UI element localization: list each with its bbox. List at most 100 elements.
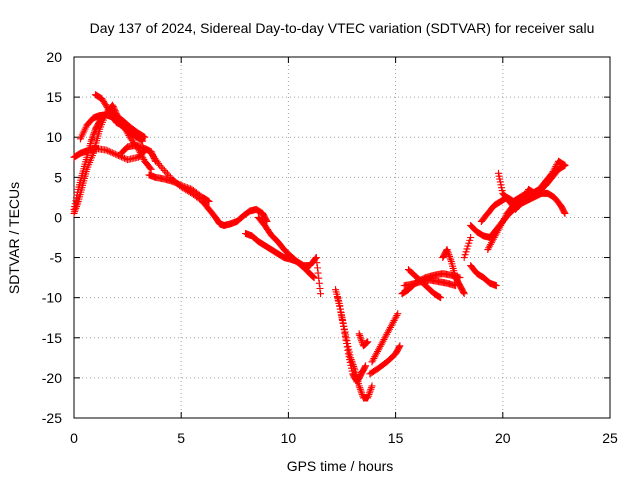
x-tick-label: 10 [281,430,297,446]
data-point [363,338,371,346]
data-point [356,385,364,393]
series-track-v [467,262,500,290]
data-point [364,392,372,400]
series-track-e [91,91,147,145]
x-tick-label: 15 [388,430,404,446]
data-point [356,331,364,339]
data-point [356,333,364,341]
data-point [72,203,80,211]
data-point [560,208,568,216]
data-point [358,389,366,397]
data-point [443,246,451,254]
data-point [147,165,155,173]
y-tick-label: -15 [42,330,62,346]
data-point [87,137,95,145]
series-track-t [439,246,468,298]
data-point [446,252,454,260]
data-point [315,274,323,282]
data-point [492,282,500,290]
data-point [357,387,365,395]
data-point [316,284,324,292]
data-point [358,337,366,345]
data-point [205,197,213,205]
data-point [157,163,165,171]
data-point [357,335,365,343]
y-tick-label: 0 [54,209,62,225]
chart-title: Day 137 of 2024, Sidereal Day-to-day VTE… [90,20,595,36]
data-point [73,201,81,209]
data-markers [70,91,569,402]
data-point [446,254,454,262]
series-track-o [366,342,404,378]
data-point [561,209,569,217]
data-point [363,339,371,347]
data-point [365,391,373,399]
y-tick-label: 15 [46,89,62,105]
data-point [347,356,355,364]
data-point [102,146,110,154]
data-point [74,199,82,207]
data-point [317,290,325,298]
data-point [312,254,320,262]
data-point [444,249,452,257]
data-point [309,272,317,280]
data-point [349,361,357,369]
y-tick-label: 5 [54,169,62,185]
series-track-h [147,149,271,229]
series-track-s [404,266,445,302]
data-point [160,166,168,174]
y-axis-label: SDTVAR / TECUs [6,182,22,294]
data-point [366,387,374,395]
data-point [163,170,171,178]
axis-ticks: 0 5 10 15 20 25 -25 -20 -15 -10 -5 0 5 10 15 20 [42,49,618,446]
data-point [116,152,124,160]
y-tick-label: -25 [42,410,62,426]
series-track-p [368,310,402,366]
data-point [88,136,96,144]
data-point [445,251,453,259]
y-tick-label: 10 [46,129,62,145]
data-point [367,385,375,393]
series-track-n [355,330,372,350]
data-point [350,364,358,372]
y-tick-label: -10 [42,290,62,306]
plot-frame [73,56,611,419]
data-point [393,311,401,319]
data-point [159,165,167,173]
data-point [394,310,402,318]
data-point [347,354,355,362]
data-point [348,357,356,365]
series-track-z [495,169,550,213]
data-point [542,177,550,185]
data-point [146,164,154,172]
data-point [348,359,356,367]
data-point [204,197,212,205]
x-axis-label: GPS time / hours [287,458,394,474]
y-tick-label: -20 [42,370,62,386]
data-point [108,149,116,157]
data-point [460,289,468,297]
data-point [355,382,363,390]
series-track-m [334,294,376,402]
data-point [88,134,96,142]
data-point [436,293,444,301]
data-point [350,362,358,370]
data-point [162,168,170,176]
data-point [366,389,374,397]
data-point [314,269,322,277]
data-point [396,342,404,350]
x-tick-label: 20 [495,430,511,446]
data-point [110,149,118,157]
data-point [444,247,452,255]
data-point [105,147,113,155]
data-point [368,382,376,390]
data-point [313,264,321,272]
x-tick-label: 25 [602,430,618,446]
data-point [156,161,164,169]
x-tick-label: 5 [177,430,185,446]
data-point [361,363,369,371]
data-point [90,129,98,137]
data-point [467,234,475,241]
data-point [447,256,455,264]
